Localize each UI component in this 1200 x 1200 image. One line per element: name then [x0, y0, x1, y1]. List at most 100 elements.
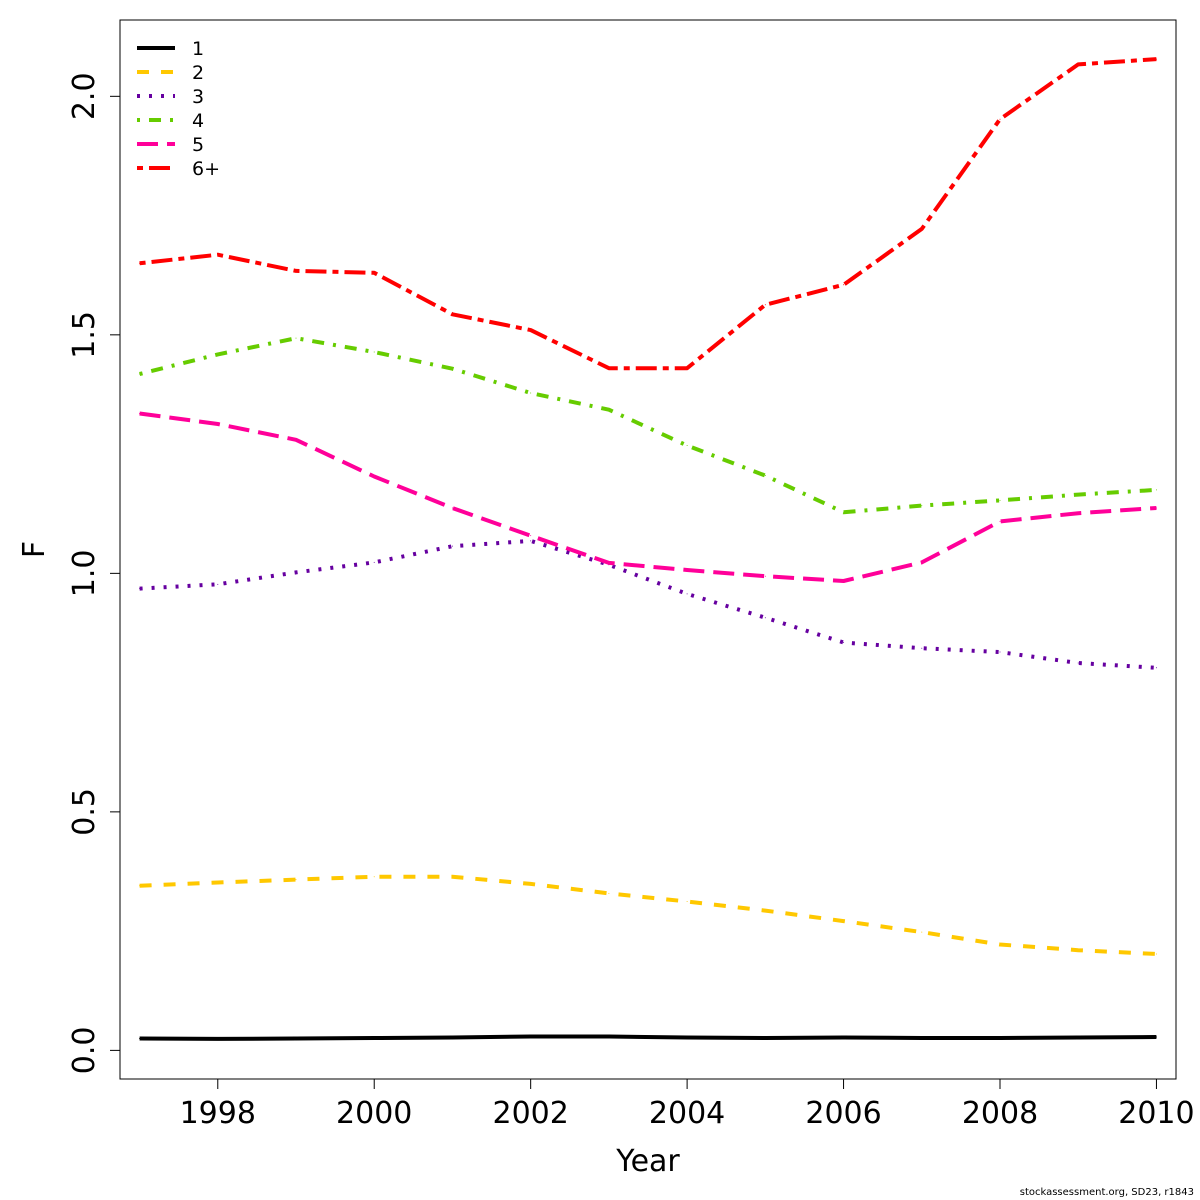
data-point: [373, 476, 375, 478]
data-point: [921, 561, 923, 563]
series-line-4: [139, 336, 1157, 515]
data-point: [608, 562, 610, 564]
data-point: [608, 367, 610, 369]
data-point: [1077, 949, 1079, 951]
data-point: [921, 931, 923, 933]
y-tick-label: 0.0: [67, 1027, 102, 1075]
data-point: [139, 373, 141, 375]
data-point: [451, 545, 453, 547]
data-point: [217, 583, 219, 585]
legend-label: 2: [192, 62, 204, 84]
y-tick-label: 1.5: [67, 311, 102, 359]
data-point: [686, 1036, 688, 1038]
data-point: [608, 409, 610, 411]
data-point: [295, 571, 297, 573]
data-point: [921, 505, 923, 507]
data-point: [686, 569, 688, 571]
legend-label: 3: [192, 86, 204, 108]
legend-label: 4: [192, 110, 204, 132]
data-point: [999, 499, 1001, 501]
x-axis-label: Year: [615, 1144, 680, 1179]
y-tick-label: 2.0: [67, 72, 102, 120]
data-point: [1155, 489, 1157, 491]
data-point: [999, 520, 1001, 522]
data-point: [295, 1037, 297, 1039]
data-point: [1077, 512, 1079, 514]
credit-text: stockassessment.org, SD23, r1843: [1019, 1187, 1194, 1198]
data-point: [1077, 662, 1079, 664]
data-point: [139, 262, 141, 264]
data-point: [1155, 58, 1157, 60]
data-point: [1077, 63, 1079, 65]
data-point: [139, 413, 141, 415]
series-line-2: [139, 874, 1157, 956]
data-point: [217, 881, 219, 883]
data-point: [1155, 667, 1157, 669]
data-point: [686, 367, 688, 369]
x-tick-label: 2010: [1118, 1096, 1194, 1131]
data-point: [764, 1037, 766, 1039]
legend-label: 5: [192, 134, 204, 156]
plot-frame: [119, 19, 1177, 1080]
data-point: [139, 1037, 141, 1039]
data-point: [295, 337, 297, 339]
data-point: [686, 445, 688, 447]
data-point: [451, 507, 453, 509]
data-point: [373, 351, 375, 353]
data-point: [373, 1037, 375, 1039]
data-point: [764, 617, 766, 619]
data-point: [608, 892, 610, 894]
data-point: [530, 329, 532, 331]
series-lines: [139, 57, 1157, 1041]
data-point: [373, 876, 375, 878]
data-point: [1155, 507, 1157, 509]
x-tick-label: 2004: [649, 1096, 725, 1131]
data-point: [843, 920, 845, 922]
data-point: [1155, 953, 1157, 955]
data-point: [686, 901, 688, 903]
y-axis-label: F: [17, 541, 52, 558]
y-axis: 0.0 0.5 1.0 1.5 2.0: [67, 72, 120, 1074]
data-point: [217, 254, 219, 256]
data-point: [1155, 1036, 1157, 1038]
data-point: [843, 642, 845, 644]
data-point: [373, 561, 375, 563]
data-point: [530, 535, 532, 537]
data-point: [530, 540, 532, 542]
x-axis: 1998 2000 2002 2004 2006 2008 2010: [180, 1079, 1195, 1131]
data-point: [217, 423, 219, 425]
x-tick-label: 2000: [336, 1096, 412, 1131]
data-point: [530, 883, 532, 885]
data-point: [764, 304, 766, 306]
data-point: [373, 272, 375, 274]
series-line-3: [139, 538, 1157, 670]
legend-label: 6+: [192, 158, 220, 180]
data-point: [843, 580, 845, 582]
data-point: [921, 1037, 923, 1039]
data-point: [764, 475, 766, 477]
data-point: [999, 118, 1001, 120]
data-point: [451, 1036, 453, 1038]
x-tick-label: 1998: [180, 1096, 256, 1131]
y-tick-label: 1.0: [67, 549, 102, 597]
data-point: [1077, 1036, 1079, 1038]
data-point: [921, 228, 923, 230]
series-line-1: [139, 1034, 1157, 1041]
data-point: [295, 439, 297, 441]
data-point: [451, 368, 453, 370]
legend-label: 1: [192, 38, 204, 60]
data-point: [139, 588, 141, 590]
data-point: [843, 1036, 845, 1038]
data-point: [843, 511, 845, 513]
data-point: [451, 876, 453, 878]
data-point: [139, 885, 141, 887]
data-point: [451, 313, 453, 315]
data-point: [217, 353, 219, 355]
x-tick-label: 2008: [962, 1096, 1038, 1131]
data-point: [530, 392, 532, 394]
data-point: [1077, 494, 1079, 496]
data-point: [295, 879, 297, 881]
data-point: [686, 593, 688, 595]
data-point: [843, 284, 845, 286]
